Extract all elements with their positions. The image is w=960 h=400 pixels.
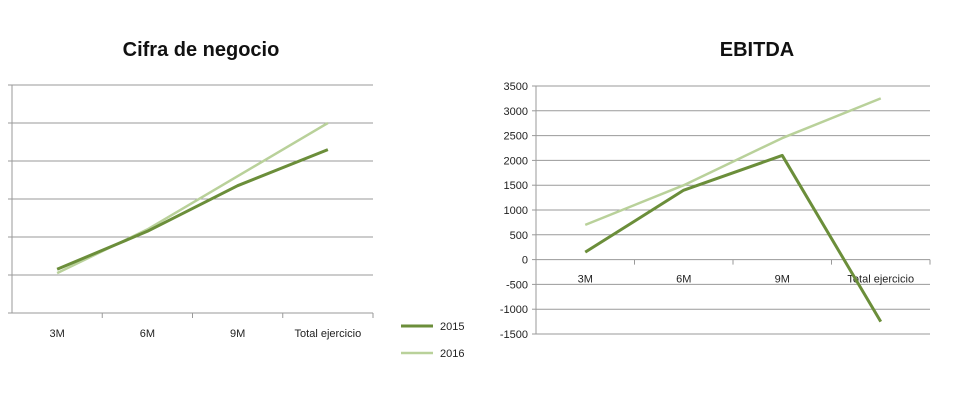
y-tick-label: 2500 (504, 131, 528, 143)
legend-label-2015: 2015 (440, 321, 464, 333)
y-tick-label: -1000 (500, 304, 528, 316)
chart-title-ebitda: EBITDA (720, 39, 794, 61)
x-tick-label: Total ejercicio (847, 274, 914, 286)
y-tick-label: -500 (506, 279, 528, 291)
series-line-2015 (56, 148, 329, 271)
chart-title-cifra: Cifra de negocio (123, 39, 280, 61)
chart-ebitda: 3500 3000 2500 2000 1500 1000 500 0 -500 -1000 -15… (500, 81, 931, 341)
y-tick-label: 500 (510, 230, 528, 242)
x-tick-label: 3M (578, 274, 593, 286)
y-tick-label: 1000 (504, 205, 528, 217)
y-tick-label: -1500 (500, 329, 528, 341)
series-line-2016 (584, 97, 882, 227)
legend-label-2016: 2016 (440, 348, 464, 360)
x-tick-label: Total ejercicio (295, 328, 362, 340)
x-tick-label: 9M (230, 328, 245, 340)
series-line-2015 (584, 153, 883, 323)
y-tick-label: 1500 (504, 180, 528, 192)
x-tick-label: 6M (140, 328, 155, 340)
x-tick-label: 6M (676, 274, 691, 286)
chart-cifra-de-negocio: 3M 6M 9M Total ejercicio (8, 84, 374, 340)
x-tick-label: 3M (49, 328, 64, 340)
y-tick-label: 0 (522, 255, 528, 267)
x-tick-label: 9M (775, 274, 790, 286)
legend: 2015 2016 (401, 321, 464, 360)
y-tick-label: 3500 (504, 81, 528, 93)
y-tick-label: 2000 (504, 155, 528, 167)
y-tick-label: 3000 (504, 106, 528, 118)
